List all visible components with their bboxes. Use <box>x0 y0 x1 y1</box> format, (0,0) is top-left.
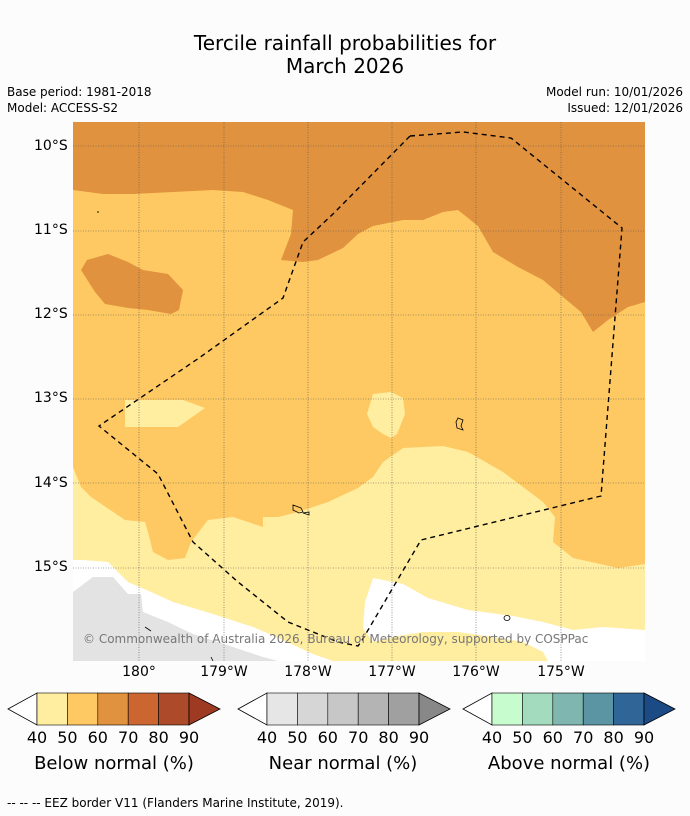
legend-near-title: Near normal (%) <box>268 753 418 774</box>
colorbar-tick-label: 90 <box>633 728 655 747</box>
lat-label: 15°S <box>34 559 68 575</box>
meta-right: Model run: 10/01/2026 Issued: 12/01/2026 <box>546 84 683 116</box>
gridlines <box>73 122 645 661</box>
colorbar-segment <box>388 692 420 726</box>
colorbar-tick-label: 60 <box>542 728 563 747</box>
legend-above-normal <box>462 692 677 732</box>
lon-label: 180° <box>122 664 156 680</box>
lon-label: 177°W <box>368 664 416 680</box>
lon-label: 175°W <box>537 664 585 680</box>
chart-title: Tercile rainfall probabilities for March… <box>0 32 690 78</box>
colorbar-tick-label: 50 <box>287 728 308 747</box>
colorbar-segment <box>552 692 584 726</box>
colorbar-segment <box>36 692 68 726</box>
colorbar-tick-label: 40 <box>26 728 48 747</box>
colorbar-tick-label: 70 <box>118 728 139 747</box>
colorbar-tick-label: 40 <box>481 728 503 747</box>
colorbar-tick-label: 80 <box>148 728 169 747</box>
island-east <box>455 417 464 431</box>
lat-label: 11°S <box>34 222 68 238</box>
island-central <box>292 504 310 516</box>
model-run: Model run: 10/01/2026 <box>545 85 683 99</box>
colorbar-tick-label: 50 <box>512 728 533 747</box>
rainfall-map <box>73 122 645 662</box>
colorbar-tick-label: 80 <box>603 728 624 747</box>
colorbar-segment <box>266 692 298 726</box>
region-near-normal-grey <box>73 577 278 661</box>
island-bottom <box>210 656 214 662</box>
lon-label: 178°W <box>284 664 332 680</box>
lat-label: 13°S <box>34 390 68 406</box>
legend-below-title: Below normal (%) <box>34 753 194 774</box>
meta-left: Base period: 1981-2018 Model: ACCESS-S2 <box>7 84 152 116</box>
region-below-50-60 <box>73 182 645 568</box>
colorbar-segment <box>357 692 389 726</box>
colorbar-segment <box>158 692 190 726</box>
colorbar-segment <box>522 692 554 726</box>
colorbar-tick-label: 90 <box>408 728 430 747</box>
lat-label: 12°S <box>34 306 68 322</box>
title-line-2: March 2026 <box>285 54 405 78</box>
region-pale-strip <box>125 400 205 427</box>
island-north <box>97 211 99 213</box>
colorbar-tick-label: 40 <box>256 728 278 747</box>
colorbar-segment <box>613 692 645 726</box>
colorbar-svg <box>7 692 221 726</box>
footer-note: -- -- -- EEZ border V11 (Flanders Marine… <box>7 796 344 810</box>
colorbar-segment <box>127 692 159 726</box>
colorbar-segment <box>97 692 129 726</box>
island-south <box>503 615 511 621</box>
legend-below-normal <box>7 692 222 732</box>
colorbar-segment <box>67 692 99 726</box>
base-period: Base period: 1981-2018 <box>7 85 152 99</box>
colorbar-low-extend <box>237 692 268 726</box>
colorbar-tick-label: 70 <box>573 728 594 747</box>
colorbar-segment <box>297 692 329 726</box>
colorbar-high-extend <box>643 692 676 726</box>
colorbar-high-extend <box>418 692 451 726</box>
legend-above-title: Above normal (%) <box>487 753 651 774</box>
colorbar-high-extend <box>188 692 221 726</box>
lat-label: 10°S <box>34 138 68 154</box>
issued-date: Issued: 12/01/2026 <box>567 101 683 115</box>
colorbar-svg <box>462 692 676 726</box>
model-name: Model: ACCESS-S2 <box>7 101 119 115</box>
region-below-60-70 <box>73 122 645 332</box>
island-southwest <box>144 626 152 632</box>
colorbar-svg <box>237 692 451 726</box>
copyright-text: © Commonwealth of Australia 2026, Bureau… <box>83 632 589 646</box>
region-pale-notch <box>367 392 405 438</box>
colorbar-low-extend <box>462 692 493 726</box>
map-svg <box>73 122 645 662</box>
colorbar-segment <box>491 692 523 726</box>
lat-label: 14°S <box>34 475 68 491</box>
lon-label: 176°W <box>452 664 500 680</box>
colorbar-segment <box>327 692 359 726</box>
title-line-1: Tercile rainfall probabilities for <box>193 31 497 55</box>
colorbar-tick-label: 70 <box>348 728 369 747</box>
legend-near-normal <box>237 692 452 732</box>
colorbar-tick-label: 50 <box>57 728 78 747</box>
region-mid-island <box>81 254 183 314</box>
lon-label: 179°W <box>200 664 248 680</box>
colorbar-low-extend <box>7 692 38 726</box>
colorbar-tick-label: 80 <box>378 728 399 747</box>
colorbar-tick-label: 60 <box>87 728 108 747</box>
colorbar-tick-label: 90 <box>178 728 200 747</box>
colorbar-tick-label: 60 <box>317 728 338 747</box>
eez-border <box>97 131 623 647</box>
colorbar-segment <box>582 692 614 726</box>
